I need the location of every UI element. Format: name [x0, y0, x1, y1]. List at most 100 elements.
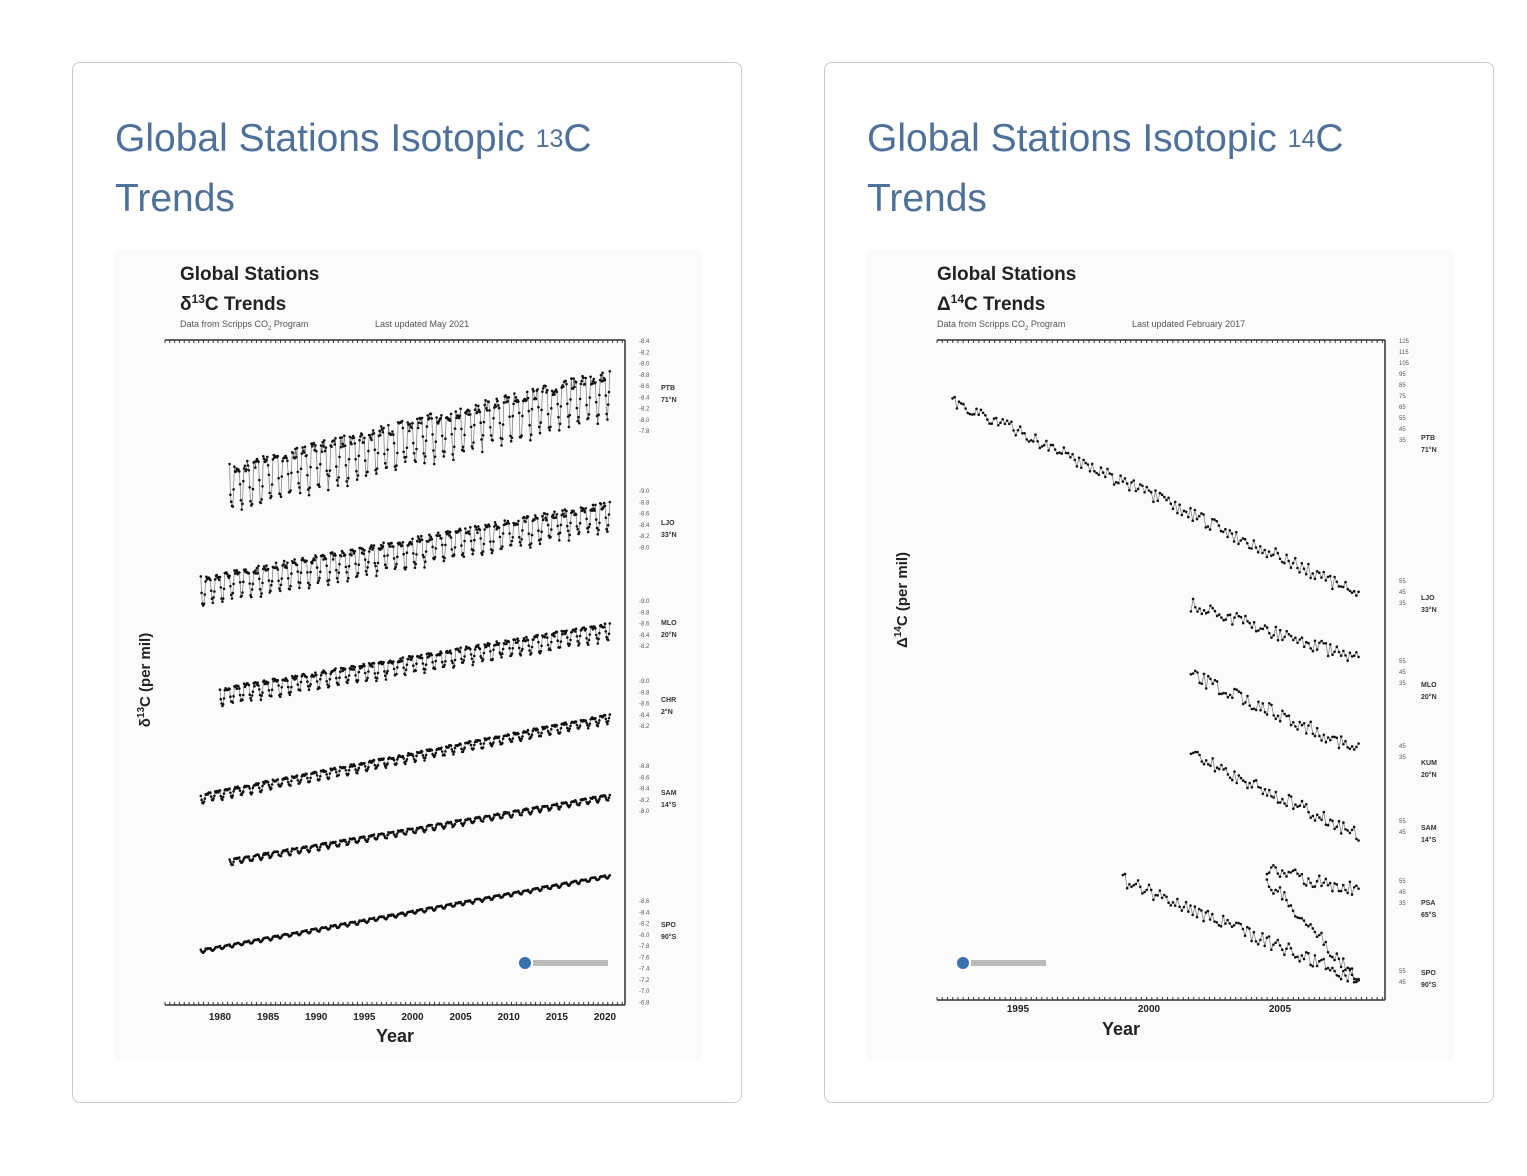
data-point	[1230, 925, 1234, 928]
data-point	[289, 853, 292, 856]
data-point	[1309, 576, 1312, 580]
data-point	[286, 577, 290, 580]
card-title-13c[interactable]: Global Stations Isotopic 13C Trends	[115, 111, 715, 227]
data-point	[521, 529, 524, 532]
data-point	[374, 564, 377, 568]
data-point	[601, 371, 604, 375]
data-point	[1270, 795, 1273, 798]
data-point	[221, 703, 225, 706]
chart-thumbnail-13c[interactable]: Global Stations δ13C Trends Data from Scri…	[115, 250, 701, 1060]
data-point	[331, 558, 335, 561]
title-suffix: C Trends	[867, 117, 1344, 220]
data-point	[1291, 561, 1295, 565]
data-point	[1163, 495, 1166, 499]
data-point	[452, 750, 456, 754]
data-point	[1217, 767, 1221, 771]
card-13c-trends[interactable]: Global Stations Isotopic 13C Trends Glob…	[72, 62, 742, 1103]
data-point	[231, 794, 235, 797]
data-point	[1322, 642, 1326, 645]
data-point	[520, 538, 523, 541]
data-point	[412, 755, 415, 758]
data-point	[460, 427, 463, 431]
data-point	[346, 580, 349, 583]
data-point	[316, 581, 320, 584]
data-point	[585, 403, 588, 407]
data-point	[356, 769, 360, 772]
data-point	[286, 780, 290, 784]
data-point	[1261, 702, 1265, 705]
data-point	[1346, 966, 1349, 970]
data-point	[383, 452, 386, 456]
data-point	[512, 402, 515, 406]
data-point	[501, 532, 505, 535]
data-point	[959, 402, 963, 405]
data-point	[1335, 825, 1339, 829]
data-point	[239, 499, 243, 502]
data-point	[452, 553, 456, 556]
data-point	[1152, 898, 1155, 902]
data-point	[520, 813, 523, 817]
data-point	[482, 542, 486, 546]
data-point	[323, 439, 326, 442]
data-point	[202, 800, 206, 803]
data-point	[1348, 831, 1352, 835]
data-point	[1307, 924, 1310, 928]
data-point	[591, 503, 595, 507]
data-point	[536, 388, 539, 391]
data-point	[363, 761, 366, 765]
data-point	[291, 451, 295, 455]
data-point	[1252, 621, 1256, 624]
y-tick-label: -7.0	[639, 989, 650, 995]
data-point	[367, 550, 371, 553]
station-name: SAM	[1421, 825, 1437, 832]
data-point	[366, 839, 369, 843]
data-point	[376, 561, 380, 565]
card-title-14c[interactable]: Global Stations Isotopic 14C Trends	[867, 111, 1467, 227]
data-point	[225, 572, 229, 576]
data-point	[1235, 921, 1238, 925]
data-point	[1237, 542, 1240, 546]
data-point	[243, 464, 247, 468]
data-point	[569, 638, 572, 642]
station-name: CHR	[661, 697, 676, 704]
data-point	[1278, 886, 1282, 889]
data-point	[334, 667, 337, 670]
card-14c-trends[interactable]: Global Stations Isotopic 14C Trends Glob…	[824, 62, 1494, 1103]
data-point	[521, 647, 524, 651]
data-point	[453, 903, 457, 907]
data-point	[452, 445, 456, 449]
data-point	[1250, 547, 1253, 550]
chart-thumbnail-14c[interactable]: Global Stations Δ14C Trends Data from Scri…	[867, 250, 1453, 1060]
data-point	[478, 739, 482, 742]
data-point	[450, 659, 454, 663]
data-point	[396, 555, 399, 559]
data-point	[383, 834, 386, 838]
data-point	[416, 426, 420, 430]
data-point	[394, 468, 398, 471]
data-point	[334, 436, 337, 440]
data-point	[260, 592, 263, 595]
scripps-logo-icon	[519, 957, 531, 969]
data-point	[1320, 818, 1323, 822]
data-point	[539, 421, 543, 424]
data-point	[405, 551, 409, 554]
data-point	[584, 719, 588, 722]
data-point	[346, 484, 349, 488]
data-point	[270, 483, 274, 486]
data-point	[336, 484, 340, 487]
data-point	[471, 447, 475, 450]
data-point	[587, 638, 591, 642]
data-point	[589, 375, 592, 379]
y-tick-label: -8.4	[639, 523, 650, 529]
data-point	[1248, 546, 1251, 550]
data-point	[1322, 943, 1325, 947]
data-point	[305, 559, 308, 563]
station-latitude: 33°N	[1421, 606, 1437, 614]
data-point	[540, 530, 543, 533]
data-point	[597, 637, 600, 641]
data-point	[588, 396, 592, 399]
data-point	[1320, 884, 1323, 888]
data-point	[415, 447, 418, 451]
data-point	[326, 683, 329, 686]
